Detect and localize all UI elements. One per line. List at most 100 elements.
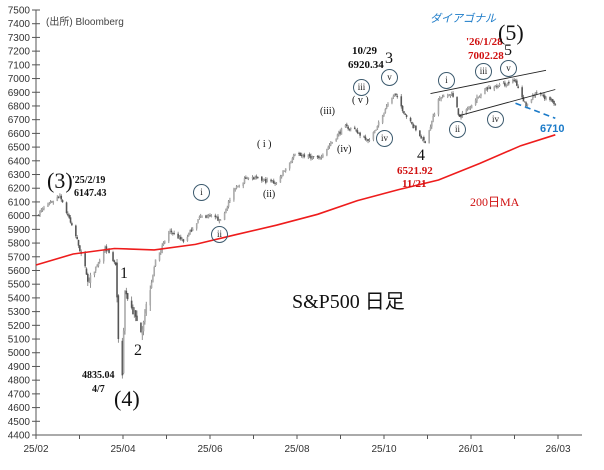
y-tick-label: 6200 [8, 184, 31, 195]
candle-body [41, 208, 44, 211]
candle-body [525, 102, 527, 106]
candle-body [177, 233, 179, 239]
candle-body [94, 266, 97, 271]
source-label: (出所) Bloomberg [46, 17, 124, 28]
wave3-date: '25/2/19 [72, 175, 106, 186]
y-tick-label: 4400 [8, 431, 31, 442]
candle-body [169, 230, 171, 232]
candle-body [477, 96, 480, 98]
candle-body [409, 117, 412, 122]
candle-body [429, 126, 432, 131]
candle-body [242, 182, 245, 187]
candle-body [85, 268, 88, 275]
candle-body [512, 80, 514, 83]
candle-body [264, 178, 267, 183]
candle-body [340, 128, 343, 135]
y-tick-label: 7200 [8, 47, 31, 58]
candle-body [356, 130, 359, 134]
wave4-low-date: 11/21 [402, 178, 427, 190]
candle-body [489, 87, 492, 90]
candle-body [310, 155, 312, 159]
y-tick-label: 5800 [8, 239, 31, 250]
candle-body [535, 92, 538, 94]
candle-body [130, 300, 133, 308]
candle-body [412, 124, 415, 129]
candle-body [79, 245, 81, 251]
candle-body [246, 177, 248, 179]
wave-5-label: 5 [504, 42, 512, 59]
candle-body [234, 188, 237, 190]
candle-body [96, 265, 98, 267]
candle-body [424, 141, 426, 143]
candle-body [152, 275, 154, 283]
wave3-top-value: 6920.34 [348, 59, 384, 71]
candle-body [168, 232, 170, 242]
candle-body [508, 81, 510, 84]
candle-body [396, 96, 399, 98]
candle-body [173, 233, 175, 234]
candle-body [474, 99, 477, 105]
candle-body [238, 185, 241, 187]
candle-body [488, 87, 490, 89]
candle-body [61, 200, 64, 203]
candle-body [48, 203, 51, 205]
support-label: 6710 [540, 123, 565, 135]
candle-body [189, 229, 191, 234]
candle-body [233, 189, 235, 200]
candle-body [466, 108, 469, 110]
candle-body [419, 130, 421, 137]
candle-body [37, 214, 40, 216]
y-tick-label: 5900 [8, 225, 31, 236]
candle-body [531, 95, 534, 100]
y-tick-label: 6800 [8, 101, 31, 112]
overlay-lines [35, 69, 556, 266]
candle-body [195, 223, 198, 229]
candle-body [254, 177, 256, 179]
candle-body [206, 216, 209, 218]
candle-body [162, 242, 165, 246]
y-tick-label: 5500 [8, 280, 31, 291]
candle-body [328, 145, 331, 147]
candle-body [432, 115, 434, 121]
candle-body [298, 153, 300, 154]
x-tick-label: 25/08 [284, 444, 309, 455]
candle-body [338, 132, 340, 135]
y-tick-label: 5100 [8, 335, 31, 346]
candle-body [433, 113, 436, 117]
candle-body [141, 329, 144, 335]
y-tick-label: 5200 [8, 321, 31, 332]
candle-body [57, 197, 60, 198]
candle-body [497, 85, 500, 87]
candle-body [98, 260, 101, 262]
wave-circled-i-3: i [438, 72, 455, 89]
y-tick-label: 6400 [8, 156, 31, 167]
candle-body [347, 126, 349, 129]
candle-body [327, 146, 330, 149]
candle-body [494, 85, 497, 87]
wave3-top-date: 10/29 [352, 45, 378, 57]
candle-body [182, 239, 185, 242]
candle-body [89, 274, 92, 283]
candle-body [226, 207, 229, 210]
candle-body [93, 271, 96, 275]
candle-body [346, 124, 348, 126]
wave4-paren-label: (4) [114, 386, 140, 411]
candle-body [67, 213, 69, 216]
candle-body [365, 139, 368, 141]
candle-body [405, 115, 408, 117]
candle-body [311, 156, 314, 159]
candle-body [498, 84, 501, 87]
candle-body [69, 217, 72, 223]
wave-circled-ii-3: ii [449, 121, 466, 138]
candle-body [201, 215, 203, 217]
candle-body [415, 125, 417, 131]
x-tick-label: 25/06 [197, 444, 222, 455]
candle-body [40, 209, 43, 211]
candle-body [116, 262, 118, 298]
candle-body [198, 216, 201, 219]
candle-body [384, 109, 387, 113]
candle-body [428, 130, 430, 144]
wave-1-label: 1 [120, 265, 128, 282]
candle-body [517, 86, 519, 88]
candle-body [145, 304, 148, 314]
